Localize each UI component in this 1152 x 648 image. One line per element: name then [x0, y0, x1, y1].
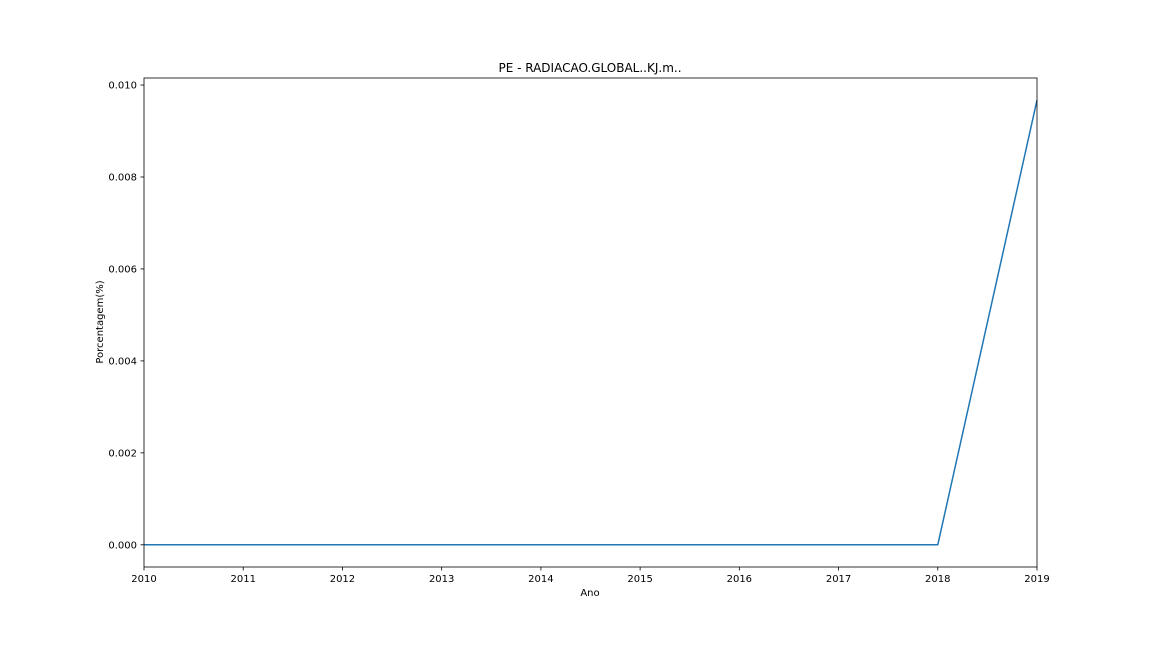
y-tick-label: 0.000	[108, 540, 137, 551]
chart-title: PE - RADIACAO.GLOBAL..KJ.m..	[498, 61, 681, 75]
x-tick-label: 2012	[330, 574, 355, 585]
y-tick-label: 0.008	[108, 172, 137, 183]
y-axis: 0.000 0.002 0.004 0.006 0.008 0.010	[108, 81, 144, 551]
x-tick-label: 2016	[727, 574, 752, 585]
x-axis-title: Ano	[580, 588, 599, 599]
x-tick-label: 2018	[925, 574, 950, 585]
plot-area	[143, 77, 1038, 568]
series-line	[144, 100, 1038, 546]
x-tick-label: 2019	[1024, 574, 1049, 585]
x-axis: 2010 2011 2012 2013 2014 2015 2016 2017 2018 2019	[131, 567, 1050, 585]
y-tick-label: 0.006	[108, 264, 137, 275]
y-tick-label: 0.002	[108, 448, 137, 459]
y-tick-label: 0.004	[108, 356, 137, 367]
x-tick-label: 2017	[826, 574, 851, 585]
x-tick-label: 2011	[230, 574, 255, 585]
x-tick-label: 2010	[131, 574, 156, 585]
x-tick-label: 2013	[429, 574, 454, 585]
x-tick-label: 2014	[528, 574, 553, 585]
x-tick-label: 2015	[627, 574, 652, 585]
y-axis-title: Porcentagem(%)	[95, 280, 106, 363]
y-tick-label: 0.010	[108, 81, 137, 92]
axes-frame	[143, 77, 1038, 568]
